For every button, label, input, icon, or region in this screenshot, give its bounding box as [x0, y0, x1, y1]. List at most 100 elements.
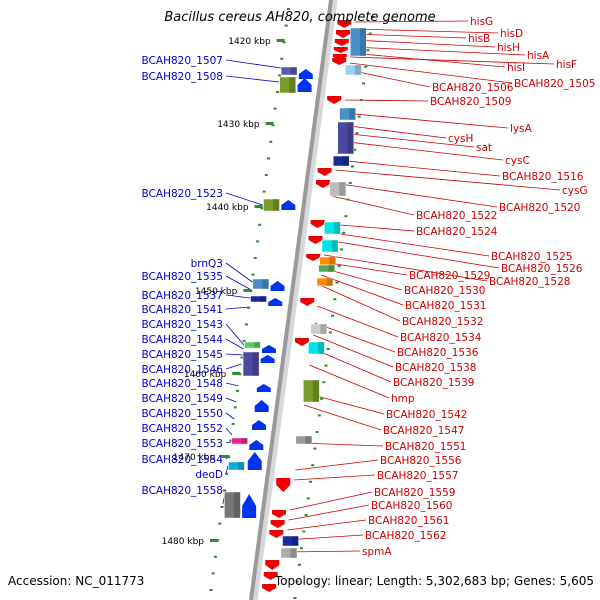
gene-block[interactable] [321, 239, 339, 253]
gene-block[interactable] [224, 491, 241, 519]
gene-label-left[interactable]: BCAH820_1544 [142, 334, 224, 346]
gene-arrow[interactable] [269, 530, 284, 538]
gene-block[interactable] [339, 107, 356, 121]
gene-label-left[interactable]: BCAH820_1553 [142, 438, 223, 450]
gene-label-right[interactable]: hisA [527, 50, 550, 62]
gene-label-right[interactable]: hisD [500, 28, 523, 40]
gene-arrow[interactable] [334, 39, 349, 46]
gene-block[interactable] [303, 379, 320, 403]
gene-label-left[interactable]: BCAH820_1549 [142, 393, 223, 405]
gene-label-right[interactable]: BCAH820_1506 [432, 82, 514, 94]
gene-arrow[interactable] [262, 345, 276, 353]
gene-label-right[interactable]: cysH [448, 133, 473, 145]
gene-arrow[interactable] [270, 281, 285, 291]
gene-arrow[interactable] [263, 572, 278, 580]
gene-arrow[interactable] [308, 236, 323, 244]
gene-block[interactable] [337, 121, 354, 155]
gene-arrow[interactable] [337, 20, 352, 28]
gene-label-right[interactable]: hisG [470, 16, 493, 28]
gene-label-right[interactable]: BCAH820_1529 [409, 270, 490, 282]
gene-label-left[interactable]: BCAH820_1507 [142, 55, 223, 67]
gene-label-right[interactable]: BCAH820_1561 [368, 515, 449, 527]
gene-label-left[interactable]: BCAH820_1523 [142, 188, 223, 200]
gene-arrow[interactable] [268, 298, 283, 306]
gene-label-right[interactable]: hmp [391, 393, 415, 405]
gene-block[interactable] [295, 435, 313, 445]
gene-arrow[interactable] [336, 30, 350, 38]
gene-block[interactable] [310, 323, 328, 335]
gene-arrow[interactable] [242, 494, 257, 518]
gene-arrow[interactable] [252, 420, 266, 430]
gene-label-right[interactable]: BCAH820_1534 [400, 332, 482, 344]
gene-label-right[interactable]: sat [476, 142, 492, 154]
gene-label-right[interactable]: BCAH820_1516 [502, 171, 584, 183]
gene-label-right[interactable]: BCAH820_1532 [402, 316, 483, 328]
gene-block[interactable] [332, 155, 350, 167]
gene-label-right[interactable]: BCAH820_1505 [514, 78, 595, 90]
gene-block[interactable] [280, 547, 298, 559]
gene-arrow[interactable] [276, 478, 291, 492]
gene-arrow[interactable] [297, 78, 312, 92]
gene-arrow[interactable] [247, 452, 262, 470]
gene-label-right[interactable]: BCAH820_1551 [385, 441, 466, 453]
gene-label-right[interactable]: BCAH820_1562 [365, 530, 446, 542]
gene-label-left[interactable]: BCAH820_1552 [142, 423, 223, 435]
gene-label-right[interactable]: BCAH820_1556 [380, 455, 462, 467]
gene-label-right[interactable]: BCAH820_1522 [416, 210, 497, 222]
gene-arrow[interactable] [254, 400, 269, 412]
gene-label-right[interactable]: hisF [556, 59, 577, 71]
gene-block[interactable] [242, 351, 260, 377]
gene-arrow[interactable] [294, 338, 309, 346]
gene-label-left[interactable]: BCAH820_1558 [142, 485, 223, 497]
gene-label-right[interactable]: BCAH820_1536 [397, 347, 479, 359]
gene-block[interactable] [263, 198, 280, 212]
gene-block[interactable] [252, 278, 270, 290]
gene-label-left[interactable]: BCAH820_1546 [142, 364, 224, 376]
gene-arrow[interactable] [270, 520, 285, 528]
gene-label-right[interactable]: BCAH820_1547 [383, 425, 464, 437]
gene-label-left[interactable]: BCAH820_1550 [142, 408, 223, 420]
gene-arrow[interactable] [298, 69, 313, 79]
gene-label-left[interactable]: BCAH820_1508 [142, 71, 223, 83]
gene-label-left[interactable]: BCAH820_1537 [142, 290, 223, 302]
gene-arrow[interactable] [310, 220, 325, 228]
gene-block[interactable] [318, 264, 335, 273]
gene-label-right[interactable]: BCAH820_1538 [395, 362, 476, 374]
gene-block[interactable] [279, 76, 296, 94]
gene-label-right[interactable]: BCAH820_1509 [430, 96, 511, 108]
gene-label-left[interactable]: deoD [195, 469, 223, 481]
gene-block[interactable] [329, 181, 346, 197]
gene-arrow[interactable] [249, 440, 264, 450]
gene-block[interactable] [345, 64, 362, 76]
gene-label-right[interactable]: BCAH820_1560 [371, 500, 452, 512]
gene-label-right[interactable]: BCAH820_1524 [416, 226, 498, 238]
gene-label-left[interactable]: BCAH820_1541 [142, 304, 223, 316]
gene-arrow[interactable] [333, 47, 348, 53]
gene-label-right[interactable]: BCAH820_1531 [405, 300, 486, 312]
gene-arrow[interactable] [327, 96, 342, 104]
gene-label-right[interactable]: BCAH820_1520 [499, 202, 580, 214]
gene-label-right[interactable]: cysC [505, 155, 530, 167]
gene-label-right[interactable]: BCAH820_1526 [501, 263, 583, 275]
gene-label-left[interactable]: BCAH820_1535 [142, 271, 223, 283]
gene-label-left[interactable]: BCAH820_1543 [142, 319, 223, 331]
gene-label-left[interactable]: BCAH820_1545 [142, 349, 223, 361]
gene-arrow[interactable] [316, 180, 330, 188]
gene-arrow[interactable] [281, 200, 296, 210]
gene-block[interactable] [244, 341, 261, 349]
gene-block[interactable] [280, 66, 298, 76]
gene-label-left[interactable]: BCAH820_1554 [142, 454, 224, 466]
gene-arrow[interactable] [306, 254, 321, 261]
gene-label-right[interactable]: hisB [468, 33, 490, 45]
gene-label-right[interactable]: lysA [510, 123, 533, 135]
gene-block[interactable] [228, 461, 245, 471]
gene-label-left[interactable]: BCAH820_1548 [142, 378, 223, 390]
gene-arrow[interactable] [332, 58, 347, 65]
gene-label-right[interactable]: BCAH820_1559 [374, 487, 455, 499]
gene-label-right[interactable]: hisH [497, 42, 520, 54]
gene-arrow[interactable] [256, 384, 271, 392]
gene-block[interactable] [231, 437, 248, 445]
gene-label-right[interactable]: cysG [562, 185, 588, 197]
gene-block[interactable] [316, 277, 334, 287]
gene-label-left[interactable]: brnQ3 [191, 258, 223, 270]
